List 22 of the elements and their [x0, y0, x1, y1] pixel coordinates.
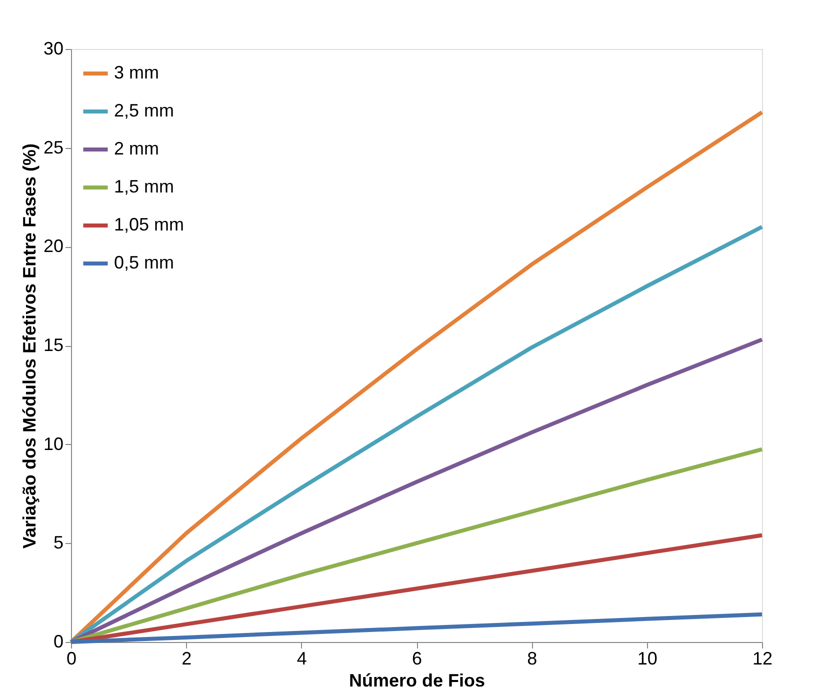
legend-label: 1,05 mm: [114, 214, 184, 234]
y-axis-title: Variação dos Módulos Efetivos Entre Fases (%): [19, 143, 40, 549]
legend-label: 0,5 mm: [114, 252, 174, 272]
y-tick-label: 20: [43, 236, 64, 256]
x-tick-label: 0: [66, 648, 77, 668]
y-tick-label: 0: [53, 632, 64, 652]
y-tick-label: 10: [43, 434, 64, 454]
legend-label: 2 mm: [114, 138, 159, 158]
x-tick-label: 4: [296, 648, 307, 668]
y-tick-label: 25: [43, 137, 64, 158]
legend-label: 2,5 mm: [114, 100, 174, 120]
y-tick-label: 30: [43, 38, 64, 58]
y-tick-label: 5: [53, 532, 64, 553]
legend-label: 1,5 mm: [114, 176, 174, 196]
y-tick-label: 15: [43, 335, 64, 355]
x-tick-label: 6: [412, 648, 422, 668]
x-axis-title: Número de Fios: [348, 670, 486, 690]
x-tick-label: 10: [637, 648, 658, 668]
x-tick-label: 8: [527, 648, 538, 668]
legend-label: 3 mm: [114, 62, 159, 82]
x-tick-label: 2: [182, 648, 192, 668]
x-tick-label: 12: [752, 648, 773, 668]
